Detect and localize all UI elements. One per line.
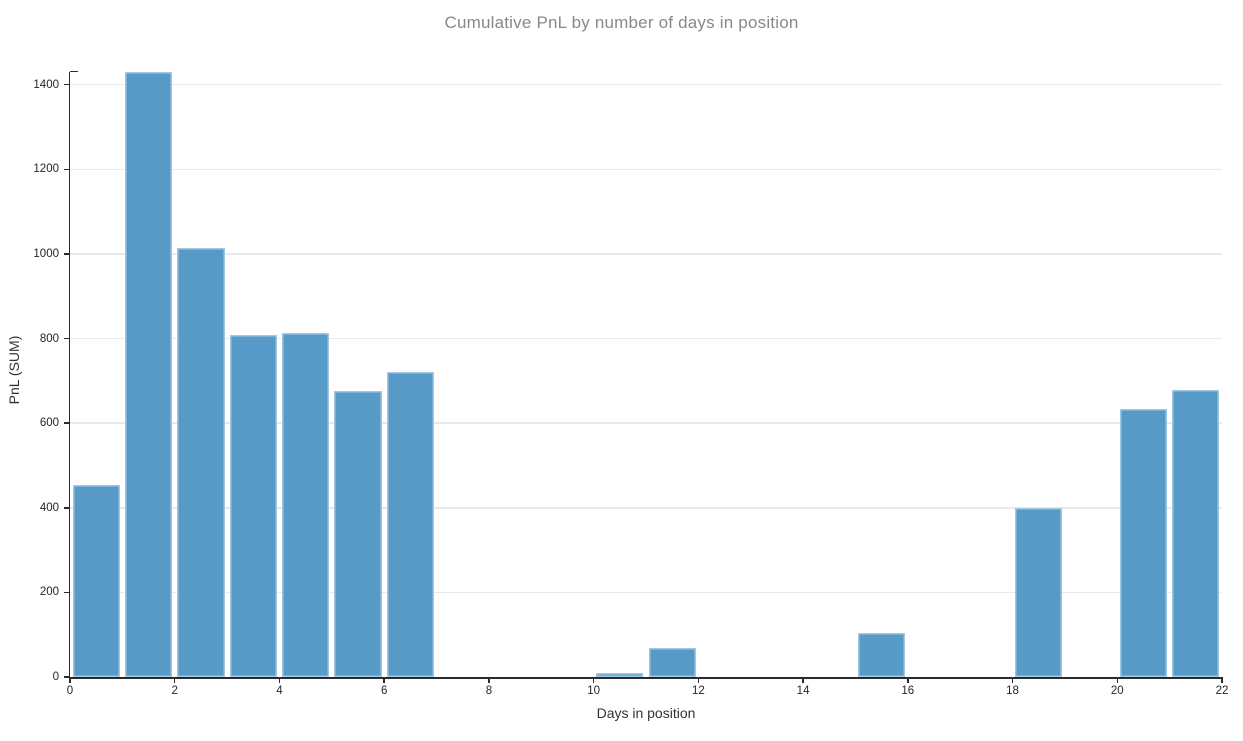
bar — [124, 72, 173, 677]
x-tick-label: 6 — [380, 685, 388, 697]
x-tick-mark — [802, 677, 804, 683]
x-tick-label: 0 — [66, 685, 74, 697]
y-gridline — [70, 422, 1222, 424]
x-tick-label: 18 — [1006, 685, 1019, 697]
x-tick-mark — [173, 677, 176, 683]
chart-title: Cumulative PnL by number of days in posi… — [444, 13, 799, 32]
y-tick-mark — [64, 676, 70, 678]
y-tick-mark — [64, 83, 70, 86]
y-gridline — [70, 168, 1222, 171]
y-tick-label: 1000 — [33, 247, 59, 260]
y-tick-mark — [64, 253, 70, 255]
y-gridline — [70, 253, 1222, 255]
bar — [1015, 507, 1063, 677]
bar — [386, 372, 435, 677]
y-gridline — [70, 337, 1222, 340]
y-tick-mark — [64, 591, 70, 594]
x-tick-mark — [1011, 677, 1014, 683]
bar — [281, 333, 330, 677]
x-tick-label: 20 — [1110, 685, 1124, 697]
y-tick-label: 400 — [39, 501, 59, 514]
x-tick-label: 10 — [587, 685, 601, 697]
x-axis-line — [68, 677, 1222, 679]
x-tick-label: 8 — [485, 685, 493, 697]
x-tick-label: 12 — [691, 685, 705, 697]
y-tick-mark — [64, 422, 70, 424]
y-tick-label: 200 — [39, 586, 59, 599]
y-tick-mark — [64, 507, 70, 509]
x-tick-label: 2 — [171, 685, 178, 697]
y-axis-end-cap — [70, 70, 78, 72]
bar — [229, 335, 277, 677]
y-axis-line — [68, 72, 70, 679]
y-gridline — [70, 83, 1222, 86]
x-tick-label: 4 — [276, 685, 283, 697]
y-tick-label: 600 — [39, 417, 59, 430]
bar — [72, 484, 120, 677]
x-tick-mark — [1116, 677, 1119, 683]
x-tick-mark — [278, 677, 281, 683]
y-gridline — [70, 591, 1222, 594]
x-tick-mark — [488, 677, 490, 683]
bar — [334, 391, 382, 677]
x-tick-mark — [1221, 677, 1223, 683]
bar — [177, 247, 225, 677]
bar — [648, 648, 696, 677]
bar — [1119, 409, 1168, 677]
x-tick-label: 14 — [796, 685, 810, 697]
y-tick-mark — [64, 337, 70, 340]
y-tick-label: 1200 — [33, 163, 59, 176]
x-tick-mark — [69, 677, 71, 683]
y-tick-label: 1400 — [33, 78, 59, 91]
x-tick-label: 16 — [901, 685, 915, 697]
x-tick-mark — [592, 677, 595, 683]
bar — [596, 673, 644, 677]
y-tick-label: 0 — [52, 671, 59, 683]
bar — [857, 632, 906, 677]
x-tick-label: 22 — [1215, 685, 1229, 697]
x-tick-mark — [907, 677, 909, 683]
y-tick-label: 800 — [39, 332, 59, 345]
x-tick-mark — [697, 677, 700, 683]
y-tick-mark — [64, 168, 70, 171]
x-axis-label: Days in position — [596, 705, 696, 721]
y-gridline — [70, 507, 1222, 509]
bar — [1172, 390, 1220, 677]
x-tick-mark — [383, 677, 385, 683]
